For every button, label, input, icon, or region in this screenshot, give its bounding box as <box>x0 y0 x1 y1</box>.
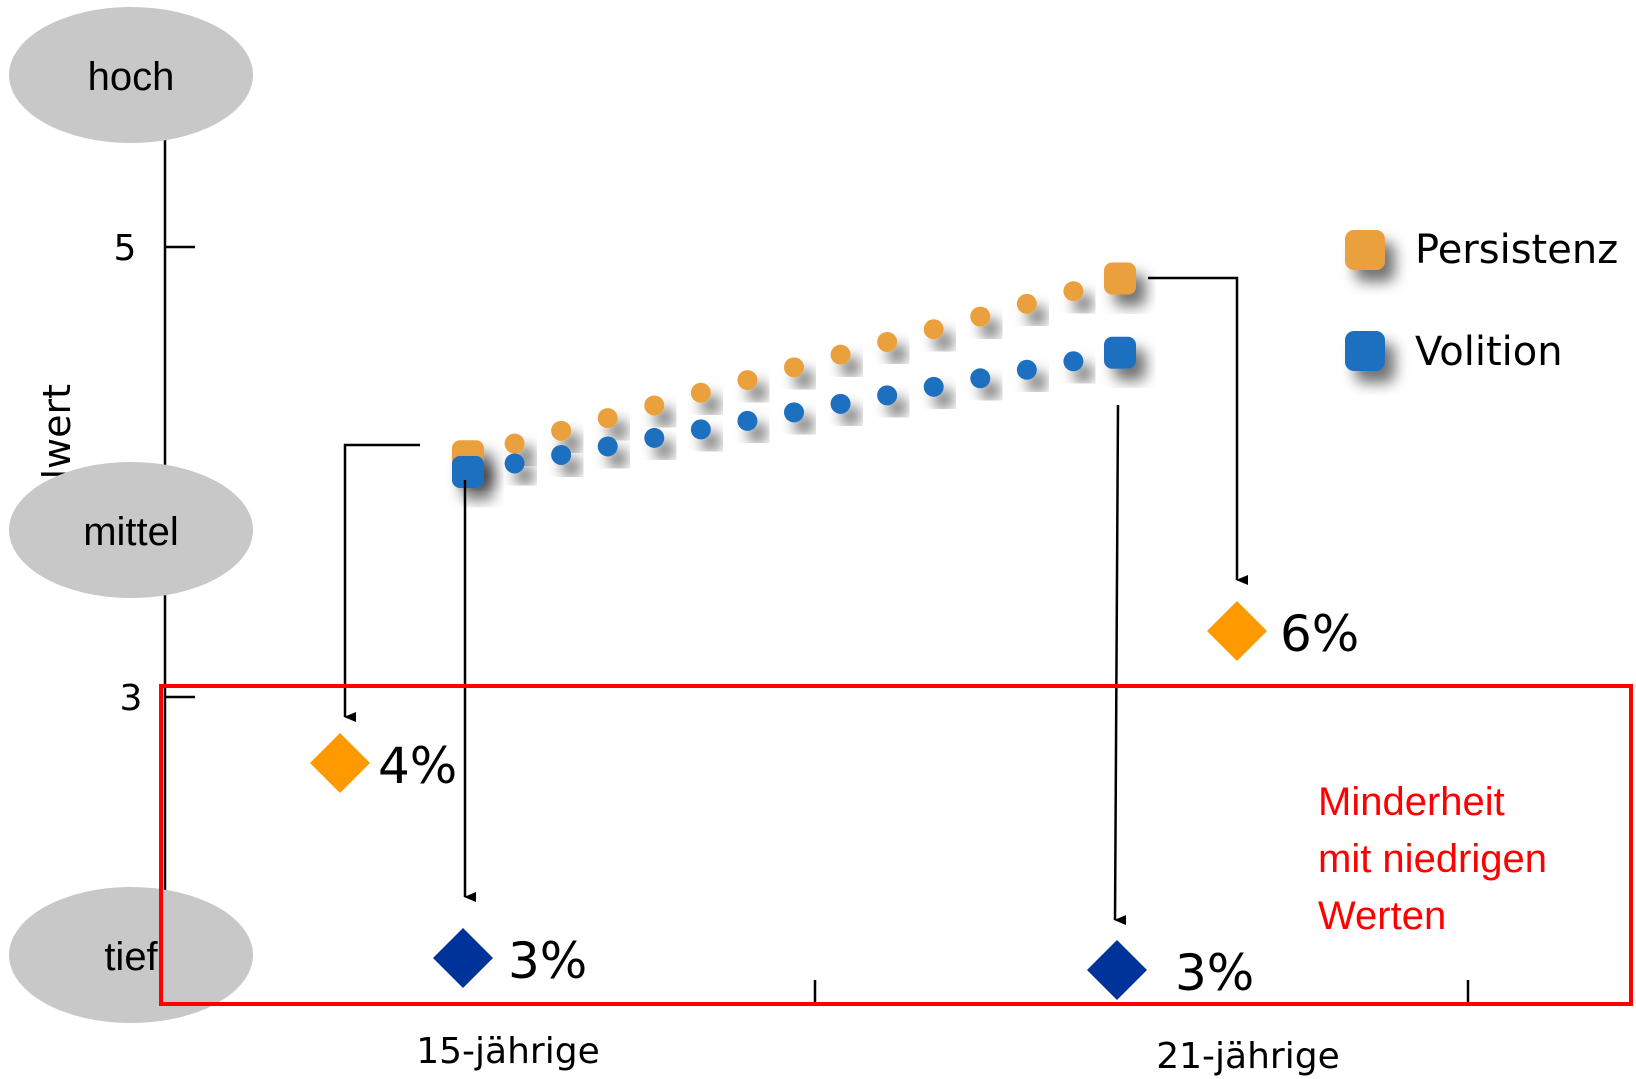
series-1-point-7 <box>784 402 804 423</box>
series-1-point-6 <box>737 410 758 431</box>
series-0-point-5 <box>690 382 711 403</box>
arrow-volition-21 <box>1113 404 1127 926</box>
series-1-point-4 <box>644 427 665 448</box>
legend-label-volition: Volition <box>1415 329 1563 375</box>
series-1-point-11 <box>970 368 991 389</box>
series-0-point-1 <box>504 433 525 454</box>
series-0-point-6 <box>737 370 758 391</box>
series-1-point-12 <box>1016 359 1037 380</box>
series-0-point-7 <box>784 357 804 378</box>
legend-label-persistenz: Persistenz <box>1415 227 1618 273</box>
pct-label-volition-21: 3% <box>1175 944 1254 1002</box>
arrow-persistenz-15 <box>343 443 420 722</box>
y-tick-label-3: 3 <box>120 678 143 719</box>
series-1-point-1 <box>504 453 525 474</box>
legend-swatch-volition <box>1345 331 1385 371</box>
series-1-point-13 <box>1063 351 1084 372</box>
series-layer <box>452 262 1136 488</box>
pct-label-volition-15: 3% <box>508 932 587 990</box>
series-0-point-10 <box>923 319 944 340</box>
level-label-hoch: hoch <box>88 55 175 99</box>
series-1-point-14 <box>1104 336 1136 369</box>
series-0-point-13 <box>1063 281 1084 302</box>
level-label-tief: tief <box>104 935 158 979</box>
diamond-persistenz-21 <box>1207 601 1267 661</box>
diamond-volition-21 <box>1087 940 1147 1000</box>
arrow-persistenz-21 <box>1148 276 1248 585</box>
series-1-point-3 <box>597 436 618 457</box>
diamond-persistenz-15 <box>310 733 370 793</box>
y-tick-label-5: 5 <box>114 228 137 269</box>
series-1-point-5 <box>690 419 711 440</box>
legend-swatch-persistenz <box>1345 230 1385 270</box>
series-0-point-12 <box>1016 293 1037 314</box>
note-line-3: Werten <box>1318 894 1446 938</box>
series-1-point-9 <box>877 385 898 406</box>
series-0-point-8 <box>830 344 851 365</box>
note-line-1: Minderheit <box>1318 780 1505 824</box>
series-0-point-14 <box>1104 262 1136 295</box>
pct-label-persistenz-15: 4% <box>378 737 457 795</box>
oval-hoch <box>9 7 253 143</box>
highlight-box <box>159 684 1633 1006</box>
level-label-mittel: mittel <box>83 510 179 554</box>
oval-mittel <box>9 462 253 598</box>
diamond-volition-15 <box>433 928 493 988</box>
oval-tief <box>9 887 253 1023</box>
pct-label-persistenz-21: 6% <box>1280 605 1359 663</box>
series-0-point-11 <box>970 306 991 327</box>
series-0-point-2 <box>551 420 572 441</box>
series-1-point-2 <box>551 444 572 465</box>
x-category-label-0: 15-jährige <box>416 1031 599 1072</box>
x-category-label-1: 21-jährige <box>1156 1036 1339 1077</box>
series-1-point-10 <box>923 376 944 397</box>
series-0-point-9 <box>877 331 898 352</box>
series-0-point-4 <box>644 395 665 416</box>
series-1-point-8 <box>830 393 851 414</box>
note-line-2: mit niedrigen <box>1318 837 1547 881</box>
series-1-point-0 <box>452 456 484 488</box>
series-0-point-3 <box>597 408 618 429</box>
